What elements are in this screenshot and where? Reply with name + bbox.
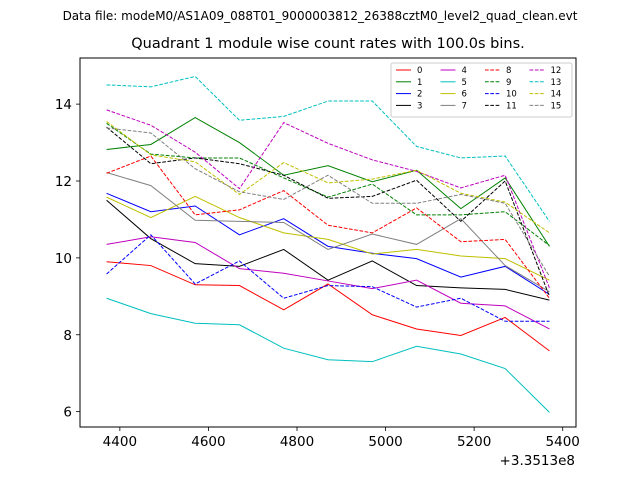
legend-label-6: 6 (462, 90, 467, 100)
series-line-13 (106, 75, 550, 222)
series-line-14 (106, 121, 550, 234)
x-tick-label: 4400 (103, 434, 137, 450)
legend-label-14: 14 (551, 90, 562, 100)
y-tick-label: 12 (55, 174, 72, 190)
legend-label-11: 11 (506, 101, 517, 111)
figure-suptitle: Data file: modeM0/AS1A09_088T01_90000038… (63, 9, 578, 23)
legend-label-1: 1 (417, 78, 422, 88)
series-line-5 (106, 297, 550, 413)
series-line-6 (106, 195, 550, 281)
x-tick-label: 4600 (191, 434, 225, 450)
legend-label-12: 12 (551, 66, 562, 76)
series-line-1 (106, 117, 550, 247)
series-line-15 (106, 127, 550, 277)
axes-frame (79, 57, 577, 428)
series-line-12 (106, 109, 550, 289)
x-offset-label: +3.3513e8 (500, 453, 575, 469)
legend-label-7: 7 (462, 101, 467, 111)
series-line-4 (106, 236, 550, 330)
series-line-3 (106, 199, 550, 301)
plot-lines (106, 75, 550, 413)
chart-title: Quadrant 1 module wise count rates with … (131, 36, 525, 52)
legend-label-8: 8 (506, 66, 511, 76)
legend-label-3: 3 (417, 101, 422, 111)
y-tick-label: 6 (63, 405, 72, 421)
series-line-8 (106, 155, 550, 299)
legend-label-9: 9 (506, 78, 511, 88)
series-line-9 (106, 122, 550, 246)
y-tick-label: 10 (55, 251, 72, 267)
x-tick-label: 5200 (457, 434, 491, 450)
legend-label-15: 15 (551, 101, 562, 111)
legend-label-0: 0 (417, 66, 422, 76)
y-tick-label: 8 (63, 328, 72, 344)
series-line-0 (106, 261, 550, 352)
series-line-2 (106, 192, 550, 295)
legend-label-5: 5 (462, 78, 467, 88)
legend-label-4: 4 (462, 66, 467, 76)
legend-label-13: 13 (551, 78, 562, 88)
series-line-7 (106, 172, 550, 293)
x-tick-label: 5400 (546, 434, 580, 450)
x-tick-label: 4800 (280, 434, 314, 450)
y-tick-label: 14 (55, 97, 72, 113)
legend-label-10: 10 (506, 90, 517, 100)
series-line-10 (106, 234, 550, 322)
x-tick-label: 5000 (368, 434, 402, 450)
legend-box (390, 62, 573, 118)
axis-ticks: 4400 4600 4800 5000 5200 5400 6 8 10 12 14 (55, 97, 580, 450)
legend-label-2: 2 (417, 90, 422, 100)
